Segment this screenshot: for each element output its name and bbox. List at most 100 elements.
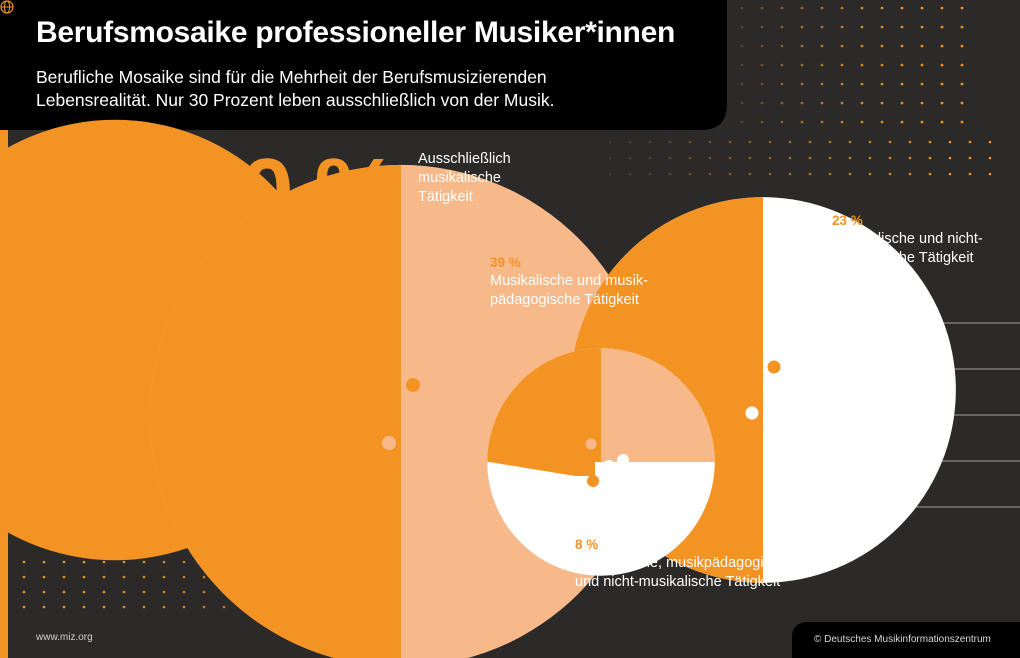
dot <box>788 156 792 160</box>
dot <box>42 560 46 564</box>
dot <box>688 140 692 144</box>
dot <box>728 172 732 176</box>
dot <box>820 25 824 29</box>
dot <box>820 101 824 105</box>
dot <box>608 172 612 176</box>
dot <box>780 101 784 105</box>
dot <box>162 590 166 594</box>
dot <box>940 25 944 29</box>
dot <box>800 6 804 10</box>
dot <box>900 63 904 67</box>
bubble-39-left-piece <box>149 164 401 658</box>
dot <box>162 605 166 609</box>
dot <box>760 82 764 86</box>
dot <box>968 156 972 160</box>
dot <box>122 605 126 609</box>
dot <box>800 6 804 10</box>
dot <box>668 172 672 176</box>
dot <box>920 6 924 10</box>
dot <box>62 575 66 579</box>
dot <box>740 82 744 86</box>
dot <box>908 172 912 176</box>
dot <box>920 82 924 86</box>
dot <box>222 605 226 609</box>
dot <box>82 605 86 609</box>
dot <box>828 172 832 176</box>
dot <box>928 140 932 144</box>
dot <box>740 25 744 29</box>
dot <box>648 140 652 144</box>
dot <box>920 120 924 124</box>
dot <box>780 25 784 29</box>
dot <box>860 120 864 124</box>
dot <box>848 172 852 176</box>
dot <box>880 44 884 48</box>
label-39-line: Musikalische und musik- <box>490 273 648 289</box>
dot <box>162 575 166 579</box>
dot <box>860 63 864 67</box>
dot <box>648 172 652 176</box>
puzzle-knob <box>587 475 599 487</box>
dot <box>740 25 744 29</box>
label-30-line: Tätigkeit <box>418 189 473 205</box>
dot <box>880 25 884 29</box>
dot <box>880 82 884 86</box>
dot <box>960 63 964 67</box>
dot <box>820 101 824 105</box>
dot <box>740 120 744 124</box>
dot <box>142 590 146 594</box>
dot <box>728 156 732 160</box>
dot <box>840 44 844 48</box>
dot <box>760 6 764 10</box>
website-link[interactable]: www.miz.org <box>36 632 93 643</box>
dot <box>880 120 884 124</box>
dot <box>182 605 186 609</box>
big-value-30: 30 % <box>190 139 400 246</box>
dot <box>860 25 864 29</box>
dot <box>888 140 892 144</box>
dot <box>888 156 892 160</box>
dot <box>740 63 744 67</box>
dot <box>960 101 964 105</box>
dot <box>142 560 146 564</box>
dot <box>800 82 804 86</box>
dot <box>780 63 784 67</box>
data-label-23: 23 % <box>832 213 863 228</box>
dot <box>940 101 944 105</box>
dot <box>22 560 26 564</box>
dot <box>948 172 952 176</box>
dot <box>102 605 106 609</box>
dot <box>780 82 784 86</box>
dot <box>628 156 632 160</box>
label-23-line: Musikalische und nicht- <box>832 231 983 247</box>
dot <box>860 82 864 86</box>
dot <box>648 156 652 160</box>
dot <box>760 101 764 105</box>
dot <box>102 560 106 564</box>
dot <box>628 140 632 144</box>
dot <box>728 140 732 144</box>
dot <box>768 172 772 176</box>
dot <box>920 44 924 48</box>
copyright-panel: © Deutsches Musikinformationszentrum <box>792 622 1020 658</box>
dot <box>828 156 832 160</box>
dot <box>748 156 752 160</box>
dot <box>908 156 912 160</box>
dot <box>968 172 972 176</box>
dot <box>948 156 952 160</box>
dot <box>808 156 812 160</box>
dot <box>800 63 804 67</box>
dot <box>740 63 744 67</box>
puzzle-knob <box>617 454 629 466</box>
dot <box>808 140 812 144</box>
bubble-8-left-wedge <box>489 462 595 476</box>
label-group-23: 23 % Musikalische und nicht- musikalisch… <box>832 212 1012 268</box>
dot <box>740 120 744 124</box>
dot <box>800 44 804 48</box>
dot <box>42 575 46 579</box>
dot <box>688 172 692 176</box>
dot <box>122 575 126 579</box>
dot <box>202 575 206 579</box>
dot <box>22 590 26 594</box>
dot <box>960 44 964 48</box>
